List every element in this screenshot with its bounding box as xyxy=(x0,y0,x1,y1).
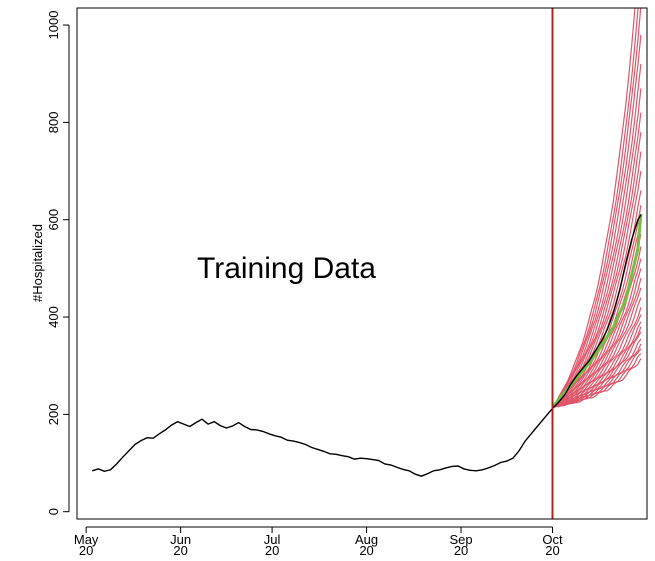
forecast-sample-line xyxy=(552,205,642,408)
x-tick-sublabel: 20 xyxy=(545,543,559,556)
forecast-sample-line xyxy=(552,219,642,408)
forecast-sample-line xyxy=(552,151,642,408)
y-tick-label: 800 xyxy=(46,112,61,134)
y-tick-label: 0 xyxy=(46,508,61,515)
y-axis-title: #Hospitalized xyxy=(30,224,45,302)
forecast-sample-line xyxy=(552,258,642,408)
forecast-samples-layer xyxy=(552,8,642,408)
y-tick-label: 1000 xyxy=(46,11,61,40)
x-tick-label: Aug xyxy=(355,532,378,547)
x-tick-sublabel: 20 xyxy=(265,543,279,556)
x-tick-label: Oct xyxy=(542,532,563,547)
y-axis: 0 200 400 600 800 1000 xyxy=(46,11,70,515)
x-tick-sublabel: 20 xyxy=(359,543,373,556)
x-tick-sublabel: 20 xyxy=(454,543,468,556)
y-tick-label: 200 xyxy=(46,404,61,426)
forecast-sample-line xyxy=(552,314,642,408)
x-tick-sublabel: 20 xyxy=(79,543,93,556)
forecast-sample-line xyxy=(552,8,642,408)
x-tick-label: Sep xyxy=(449,532,472,547)
x-tick-label: Jun xyxy=(170,532,191,547)
forecast-sample-line xyxy=(552,8,636,408)
y-tick-label: 600 xyxy=(46,209,61,231)
x-tick-sublabel: 20 xyxy=(173,543,187,556)
x-tick-label: May xyxy=(74,532,99,547)
y-tick-label: 400 xyxy=(46,306,61,328)
forecast-sample-line xyxy=(552,34,642,408)
forecast-sample-line xyxy=(552,287,642,408)
forecast-sample-line xyxy=(552,331,642,408)
plot-frame xyxy=(76,7,648,520)
x-tick-label: Jul xyxy=(264,532,281,547)
forecast-sample-line xyxy=(552,348,642,408)
training-data-annotation: Training Data xyxy=(197,252,376,285)
